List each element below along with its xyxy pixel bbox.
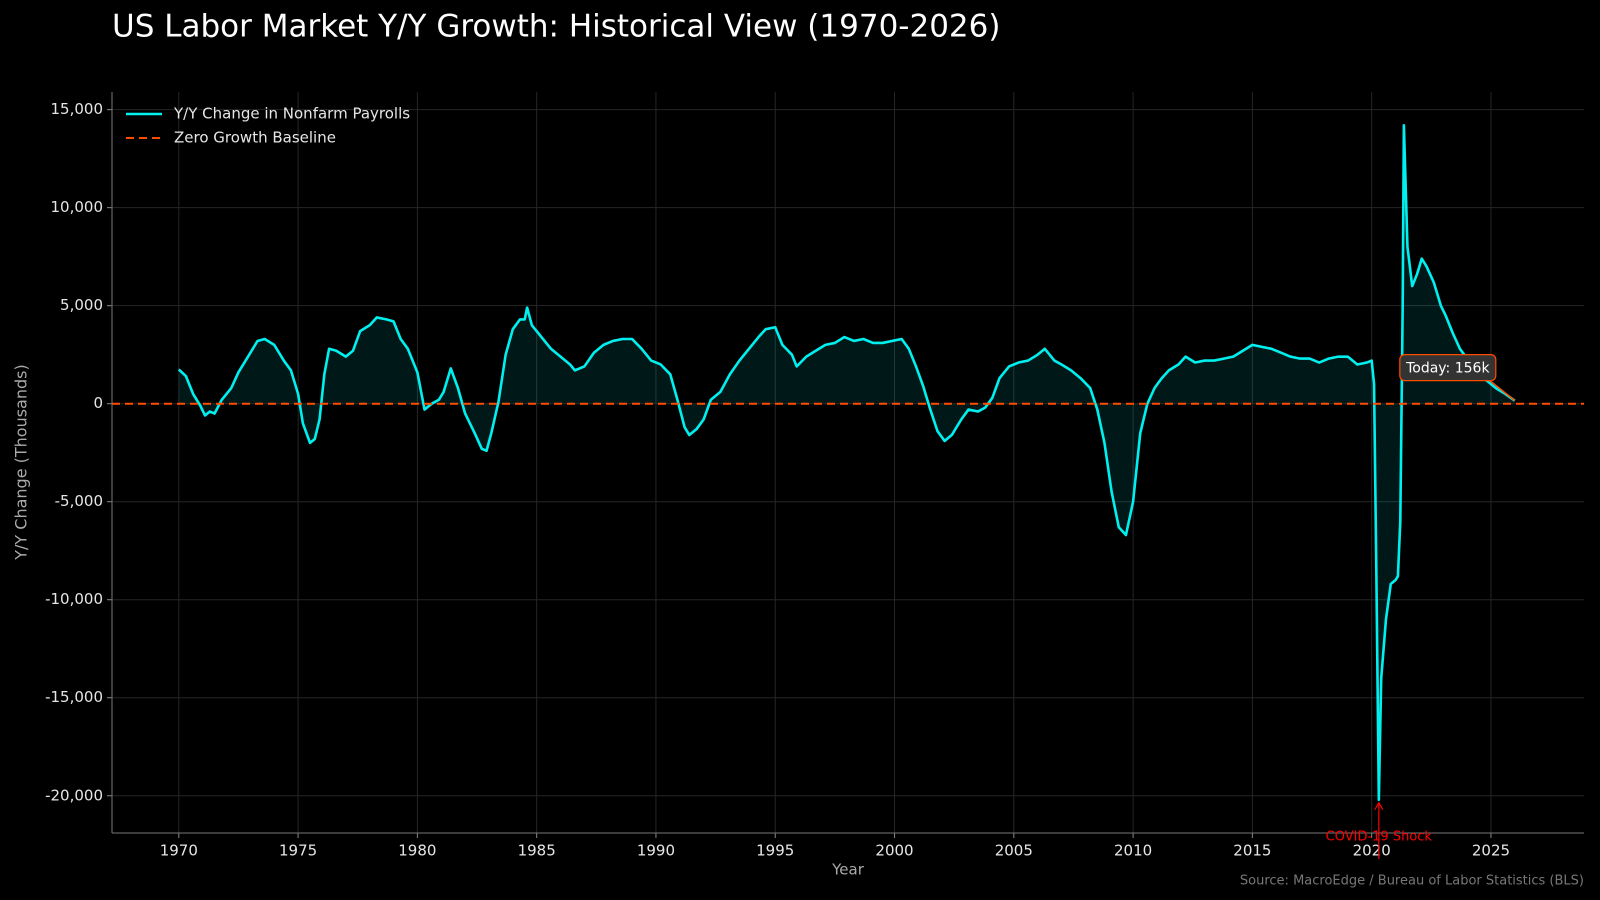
x-tick-label: 1980	[398, 842, 436, 860]
annotation-box	[1399, 354, 1497, 382]
arrow-head	[1374, 801, 1384, 810]
y-tick-label: -5,000	[55, 492, 103, 510]
legend-label: Zero Growth Baseline	[174, 129, 336, 147]
x-tick-label: 2000	[875, 842, 913, 860]
x-tick-label: 1995	[756, 842, 794, 860]
x-axis-label: Year	[831, 861, 865, 879]
y-tick-label: 0	[93, 394, 103, 412]
x-tick-label: 2025	[1472, 842, 1510, 860]
y-axis-label: Y/Y Change (Thousands)	[12, 364, 31, 560]
y-tick-label: 15,000	[51, 100, 104, 118]
x-tick-label: 2010	[1114, 842, 1152, 860]
annotation-text: COVID-19 Shock	[1326, 830, 1433, 845]
annotation-arrow	[1489, 380, 1516, 402]
source-note: Source: MacroEdge / Bureau of Labor Stat…	[1240, 874, 1584, 889]
series-line	[177, 124, 1516, 801]
x-tick-label: 1990	[637, 842, 675, 860]
legend-label: Y/Y Change in Nonfarm Payrolls	[173, 105, 410, 123]
x-tick-label: 1975	[279, 842, 317, 860]
annotation-text: Today: 156k	[1405, 361, 1490, 377]
x-tick-label: 2015	[1233, 842, 1271, 860]
y-tick-label: 5,000	[60, 296, 103, 314]
x-tick-label: 2020	[1353, 842, 1391, 860]
y-tick-label: -20,000	[45, 786, 103, 804]
x-tick-label: 1985	[518, 842, 556, 860]
y-tick-label: -10,000	[45, 590, 103, 608]
chart-title: US Labor Market Y/Y Growth: Historical V…	[112, 9, 1000, 45]
x-tick-label: 2005	[995, 842, 1033, 860]
x-tick-label: 1970	[160, 842, 198, 860]
y-tick-label: -15,000	[45, 688, 103, 706]
y-tick-label: 10,000	[51, 198, 104, 216]
